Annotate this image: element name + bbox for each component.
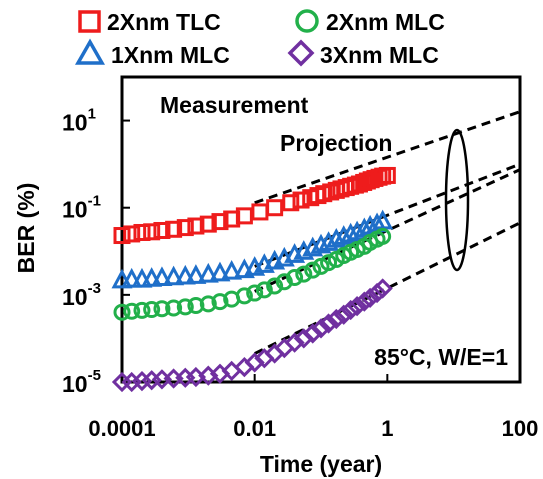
y-tick-label-3: 10-5 (62, 367, 101, 397)
point-3xnm-mlc-20 (318, 313, 339, 334)
legend-label-2xnm-tlc: 2Xnm TLC (107, 9, 221, 35)
series-1xnm-mlc (111, 209, 394, 289)
legend: 2Xnm TLC 2Xnm MLC 1Xnm MLC 3Xnm MLC (74, 9, 445, 68)
y-axis-title: BER (%) (13, 183, 39, 274)
point-1xnm-mlc-23 (340, 222, 362, 243)
point-2xnm-mlc-6 (176, 298, 194, 316)
point-2xnm-tlc-3 (143, 223, 161, 241)
point-2xnm-mlc-12 (246, 284, 264, 302)
point-2xnm-mlc-28 (374, 227, 392, 245)
point-2xnm-mlc-20 (320, 254, 338, 272)
point-2xnm-tlc-5 (165, 220, 183, 238)
point-1xnm-mlc-1 (121, 267, 143, 288)
point-2xnm-mlc-14 (266, 277, 284, 295)
point-3xnm-mlc-19 (310, 318, 332, 339)
point-1xnm-mlc-4 (151, 266, 173, 287)
point-1xnm-mlc-26 (359, 214, 381, 235)
point-3xnm-mlc-18 (302, 323, 323, 344)
point-2xnm-mlc-2 (133, 301, 151, 319)
point-2xnm-tlc-12 (251, 203, 269, 221)
point-3xnm-mlc-26 (359, 287, 381, 309)
point-1xnm-mlc-21 (325, 227, 347, 248)
point-1xnm-mlc-10 (221, 259, 243, 280)
point-1xnm-mlc-25 (353, 217, 375, 238)
point-2xnm-tlc-7 (187, 217, 205, 235)
y-tick-label-2: 10-3 (62, 280, 101, 310)
point-2xnm-tlc-13 (266, 199, 284, 217)
point-2xnm-mlc-1 (123, 302, 141, 320)
legend-marker-2xnm-tlc (78, 10, 101, 33)
point-2xnm-mlc-4 (153, 300, 171, 318)
point-2xnm-tlc-8 (199, 215, 217, 233)
annotation-measurement: Measurement (160, 92, 309, 118)
point-3xnm-mlc-28 (372, 278, 393, 299)
series-3xnm-mlc (111, 278, 393, 393)
projection-line-0 (254, 110, 521, 205)
x-axis-title: Time (year) (260, 451, 382, 477)
data-series (111, 166, 396, 393)
point-1xnm-mlc-28 (372, 209, 394, 230)
point-2xnm-tlc-32 (378, 166, 396, 184)
point-2xnm-mlc-8 (199, 295, 217, 313)
series-2xnm-tlc (113, 166, 396, 245)
point-2xnm-mlc-9 (211, 293, 229, 311)
point-1xnm-mlc-7 (185, 264, 207, 284)
legend-label-1xnm-mlc: 1Xnm MLC (111, 42, 230, 68)
point-1xnm-mlc-6 (174, 264, 196, 285)
point-2xnm-mlc-13 (255, 281, 273, 299)
point-2xnm-mlc-15 (275, 273, 293, 291)
point-2xnm-tlc-4 (153, 221, 171, 239)
legend-marker-1xnm-mlc (74, 38, 106, 65)
point-3xnm-mlc-21 (326, 308, 347, 330)
point-2xnm-mlc-3 (143, 301, 161, 319)
point-1xnm-mlc-8 (197, 262, 219, 283)
point-2xnm-tlc-0 (113, 227, 131, 245)
point-1xnm-mlc-19 (310, 233, 332, 254)
point-2xnm-tlc-6 (176, 219, 194, 237)
point-3xnm-mlc-27 (366, 282, 388, 304)
point-1xnm-mlc-24 (346, 220, 368, 241)
x-tick-label-3: 100 (502, 416, 539, 441)
annotation-condition: 85°C, W/E=1 (374, 344, 508, 370)
point-2xnm-mlc-0 (113, 303, 131, 321)
point-3xnm-mlc-22 (333, 304, 354, 325)
legend-label-2xnm-mlc: 2Xnm MLC (326, 9, 445, 35)
series-2xnm-mlc (113, 227, 392, 321)
x-tick-label-0: 0.0001 (88, 416, 155, 441)
point-2xnm-tlc-11 (235, 207, 253, 225)
point-2xnm-tlc-1 (123, 225, 141, 243)
projection-group-ellipse (444, 128, 470, 272)
point-2xnm-tlc-14 (282, 194, 300, 212)
x-tick-label-2: 1 (381, 416, 393, 441)
axis-ticks: 0.0001 0.01 1 100 101 10-1 10-3 10-5 (62, 106, 538, 441)
annotation-projection: Projection (280, 130, 392, 156)
point-3xnm-mlc-25 (354, 291, 375, 312)
point-2xnm-mlc-11 (235, 287, 253, 305)
point-2xnm-tlc-9 (211, 213, 229, 231)
legend-marker-3xnm-mlc (287, 39, 315, 67)
point-2xnm-tlc-2 (133, 223, 151, 241)
legend-marker-2xnm-mlc (295, 9, 319, 33)
x-tick-label-1: 0.01 (233, 416, 276, 441)
point-2xnm-mlc-5 (165, 299, 183, 317)
point-1xnm-mlc-9 (209, 261, 231, 282)
point-3xnm-mlc-23 (340, 299, 361, 321)
y-tick-label-1: 10-1 (62, 193, 101, 223)
point-1xnm-mlc-5 (163, 265, 185, 286)
point-2xnm-tlc-15 (292, 191, 310, 209)
point-2xnm-mlc-17 (295, 265, 313, 283)
point-1xnm-mlc-22 (333, 225, 355, 245)
point-2xnm-mlc-16 (286, 269, 304, 287)
point-1xnm-mlc-20 (318, 231, 340, 251)
point-1xnm-mlc-3 (141, 267, 163, 287)
point-3xnm-mlc-24 (346, 296, 368, 317)
legend-label-3xnm-mlc: 3Xnm MLC (320, 42, 439, 68)
y-tick-label-0: 101 (62, 106, 96, 136)
point-2xnm-mlc-18 (304, 261, 322, 279)
projection-line-3 (254, 221, 521, 355)
point-3xnm-mlc-16 (284, 332, 305, 353)
